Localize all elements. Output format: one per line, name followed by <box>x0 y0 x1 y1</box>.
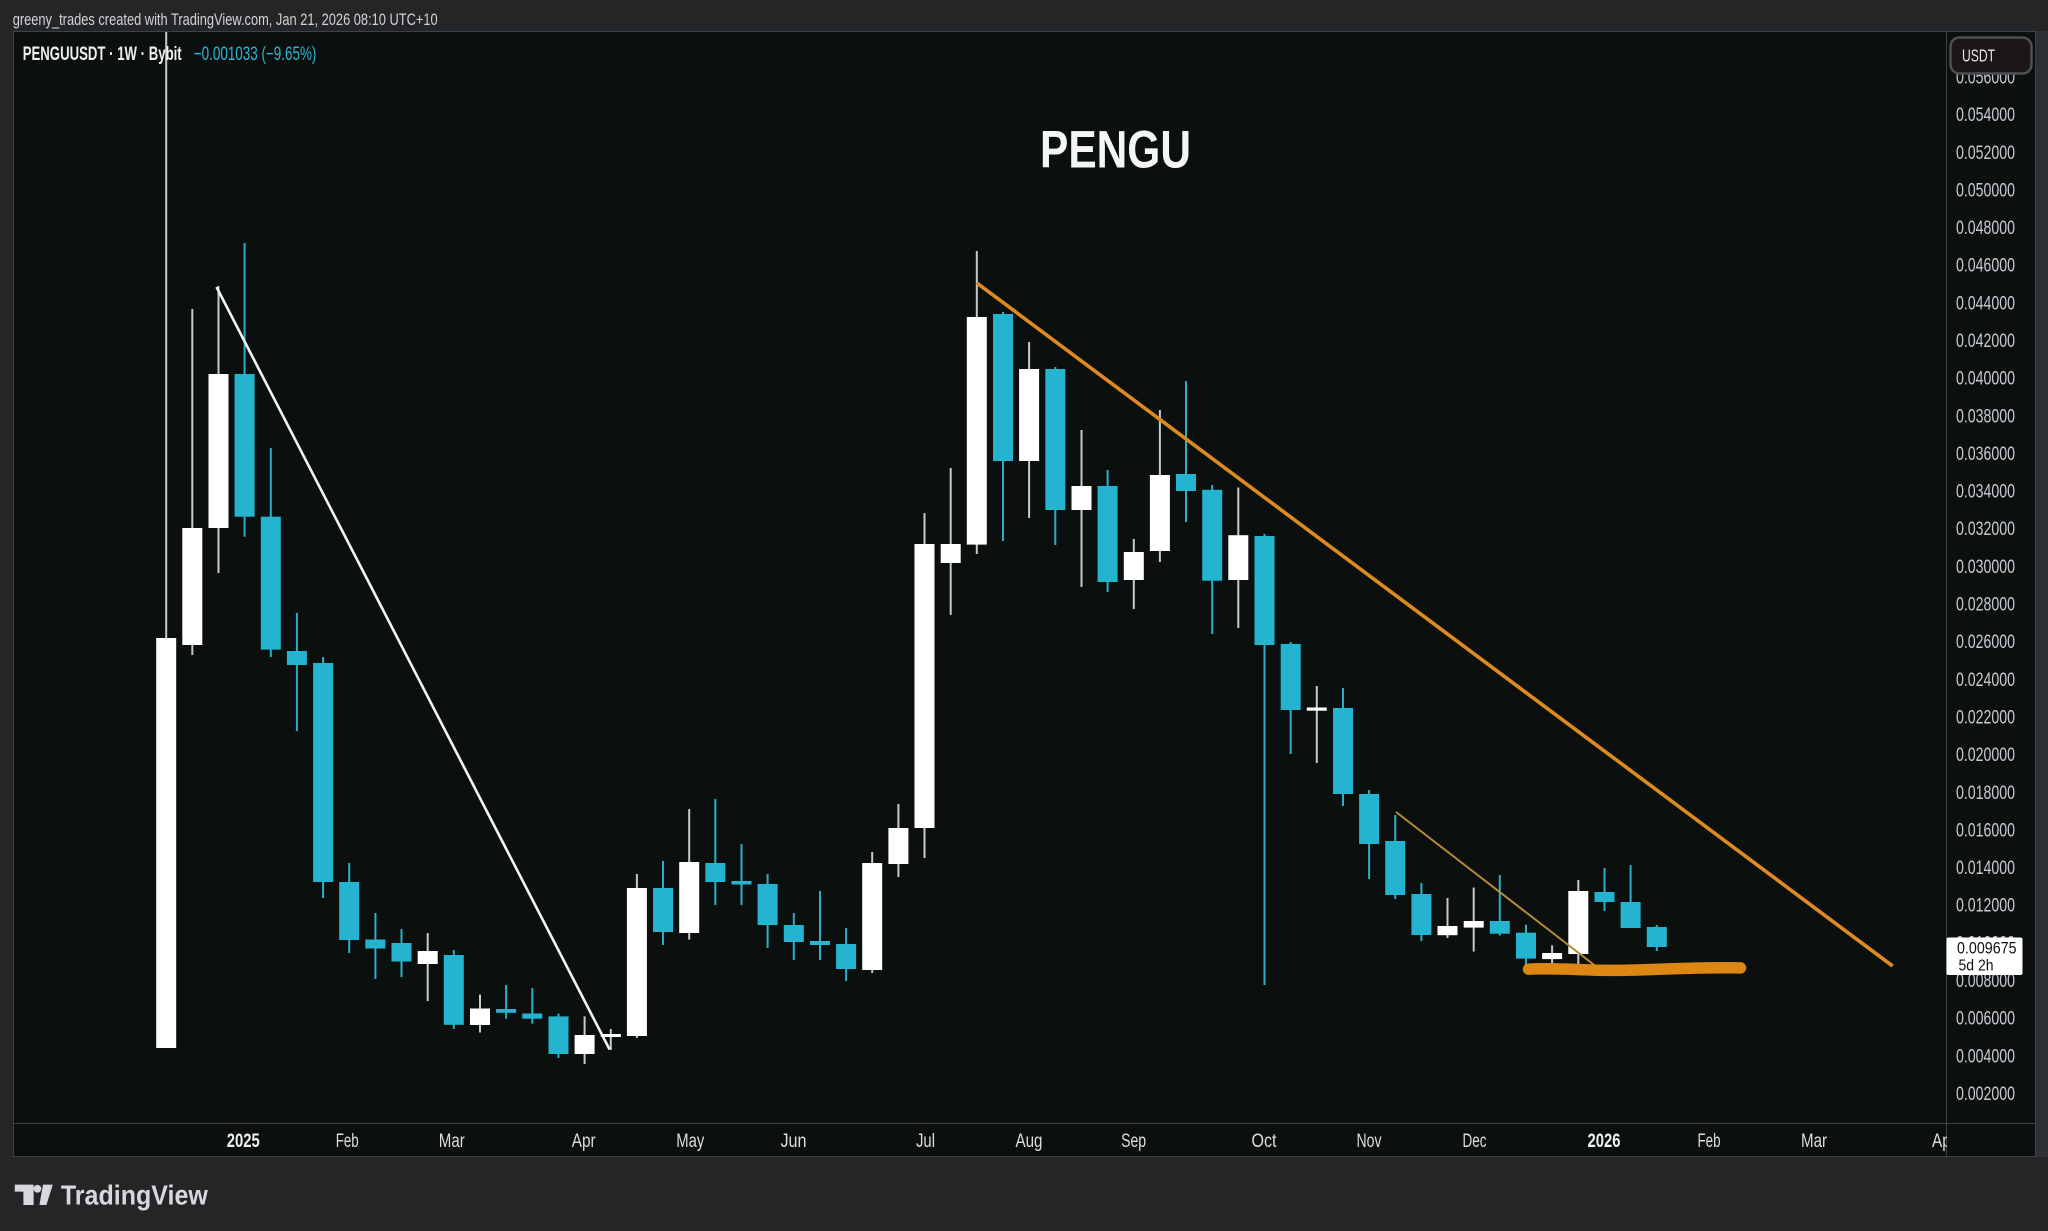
svg-text:0.009675: 0.009675 <box>1957 939 2017 958</box>
svg-text:May: May <box>676 1131 704 1152</box>
svg-text:Jun: Jun <box>781 1131 807 1152</box>
svg-text:0.026000: 0.026000 <box>1956 632 2015 653</box>
svg-text:0.020000: 0.020000 <box>1956 745 2015 766</box>
svg-text:0.002000: 0.002000 <box>1956 1084 2015 1105</box>
svg-text:0.036000: 0.036000 <box>1956 444 2015 465</box>
svg-text:−0.001033 (−9.65%): −0.001033 (−9.65%) <box>194 43 317 65</box>
svg-text:0.052000: 0.052000 <box>1956 143 2015 164</box>
svg-text:0.022000: 0.022000 <box>1956 708 2015 729</box>
svg-text:PENGU: PENGU <box>1040 121 1191 180</box>
svg-text:Mar: Mar <box>1801 1131 1828 1152</box>
svg-text:0.034000: 0.034000 <box>1956 482 2015 503</box>
svg-text:2026: 2026 <box>1588 1131 1621 1152</box>
svg-text:0.012000: 0.012000 <box>1956 896 2015 917</box>
svg-text:0.038000: 0.038000 <box>1956 406 2015 427</box>
svg-text:Aug: Aug <box>1016 1131 1043 1152</box>
svg-text:0.040000: 0.040000 <box>1956 369 2015 390</box>
svg-text:0.018000: 0.018000 <box>1956 783 2015 804</box>
svg-text:Oct: Oct <box>1252 1131 1278 1152</box>
svg-text:Apr: Apr <box>1932 1131 1957 1152</box>
svg-text:0.032000: 0.032000 <box>1956 519 2015 540</box>
svg-text:TradingView: TradingView <box>61 1180 209 1211</box>
svg-text:0.014000: 0.014000 <box>1956 858 2015 879</box>
svg-text:Feb: Feb <box>1698 1131 1721 1152</box>
svg-text:0.048000: 0.048000 <box>1956 218 2015 239</box>
svg-text:0.008000: 0.008000 <box>1956 971 2015 992</box>
svg-text:Feb: Feb <box>336 1131 359 1152</box>
svg-text:0.046000: 0.046000 <box>1956 256 2015 277</box>
svg-text:USDT: USDT <box>1962 46 1995 66</box>
svg-text:PENGUUSDT · 1W · Bybit: PENGUUSDT · 1W · Bybit <box>23 43 182 65</box>
svg-text:2025: 2025 <box>227 1131 260 1152</box>
svg-text:Apr: Apr <box>572 1131 597 1152</box>
svg-text:Sep: Sep <box>1121 1131 1146 1152</box>
svg-text:0.016000: 0.016000 <box>1956 821 2015 842</box>
svg-text:0.028000: 0.028000 <box>1956 595 2015 616</box>
svg-text:0.004000: 0.004000 <box>1956 1046 2015 1067</box>
svg-text:5d 2h: 5d 2h <box>1959 958 1994 975</box>
svg-text:0.054000: 0.054000 <box>1956 105 2015 126</box>
svg-text:0.030000: 0.030000 <box>1956 557 2015 578</box>
svg-text:0.024000: 0.024000 <box>1956 670 2015 691</box>
svg-text:Mar: Mar <box>439 1131 466 1152</box>
svg-text:Dec: Dec <box>1463 1131 1487 1152</box>
svg-text:0.006000: 0.006000 <box>1956 1009 2015 1030</box>
svg-text:greeny_trades created with Tra: greeny_trades created with TradingView.c… <box>13 10 438 29</box>
svg-text:Jul: Jul <box>916 1131 935 1152</box>
svg-text:0.050000: 0.050000 <box>1956 180 2015 201</box>
svg-text:0.044000: 0.044000 <box>1956 293 2015 314</box>
svg-text:0.042000: 0.042000 <box>1956 331 2015 352</box>
svg-text:Nov: Nov <box>1357 1131 1382 1152</box>
